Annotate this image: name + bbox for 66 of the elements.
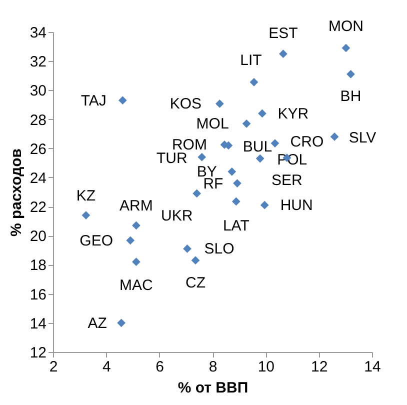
y-tick-label: 32	[30, 54, 46, 71]
annotation: HUN	[280, 197, 313, 214]
point	[117, 318, 126, 328]
point	[232, 197, 240, 206]
y-tick-label: 18	[30, 257, 46, 274]
point	[258, 109, 266, 118]
x-axis-title: % от ВВП	[178, 380, 248, 396]
point	[132, 221, 140, 230]
point	[342, 44, 350, 52]
point	[191, 256, 200, 265]
annotation: TAJ	[80, 92, 106, 110]
annotation: LAT	[222, 217, 250, 234]
y-tick-label: 24	[30, 170, 46, 187]
point	[256, 154, 264, 163]
annotation: AZ	[88, 314, 107, 332]
x-tick-label: 6	[156, 358, 164, 376]
point	[228, 167, 236, 176]
point	[118, 96, 127, 105]
point	[250, 78, 258, 86]
x-tick-label: 12	[310, 358, 328, 376]
y-tick-label: 20	[30, 228, 46, 246]
point	[346, 70, 355, 78]
annotation: SER	[272, 172, 303, 189]
point	[233, 179, 242, 188]
point	[242, 119, 251, 128]
point	[215, 100, 224, 108]
y-tick-label: 14	[30, 315, 46, 332]
point	[132, 258, 140, 266]
annotation: EST	[268, 24, 298, 42]
point	[198, 152, 206, 162]
annotation: SLV	[348, 130, 376, 147]
point	[82, 211, 90, 220]
annotation: BH	[340, 88, 362, 106]
y-tick-label: 26	[30, 140, 46, 158]
point	[126, 236, 135, 245]
point	[330, 132, 339, 141]
annotation: CZ	[185, 274, 206, 292]
x-tick-label: 4	[102, 358, 111, 376]
annotation: BUL	[242, 138, 272, 156]
x-tick-label: 14	[364, 358, 381, 376]
point	[260, 200, 269, 210]
x-tick-label: 10	[258, 358, 275, 376]
y-tick-label: 12	[30, 344, 46, 362]
annotation: MAC	[120, 276, 154, 294]
y-tick-label: 34	[30, 24, 46, 42]
annotation: KOS	[170, 96, 202, 113]
annotation: LIT	[240, 52, 262, 70]
annotation: ARM	[120, 197, 153, 214]
y-tick-label: 22	[30, 199, 46, 216]
annotation: MOL	[196, 116, 229, 133]
point	[279, 50, 288, 58]
annotation: SLO	[204, 240, 234, 258]
y-tick-label: 28	[30, 112, 46, 129]
x-tick-label: 8	[208, 358, 218, 376]
annotation: UKR	[160, 207, 193, 224]
point	[183, 244, 192, 253]
y-tick-label: 16	[30, 286, 46, 304]
y-tick-label: 30	[30, 82, 46, 100]
annotation: GEO	[80, 232, 114, 250]
annotation: MON	[328, 18, 364, 35]
point	[192, 189, 201, 198]
y-axis-title: % расходов	[8, 148, 25, 236]
annotation: KYR	[278, 105, 309, 122]
annotation: CRO	[290, 133, 324, 150]
annotation: KZ	[76, 187, 96, 204]
x-tick-label: 2	[49, 358, 58, 376]
